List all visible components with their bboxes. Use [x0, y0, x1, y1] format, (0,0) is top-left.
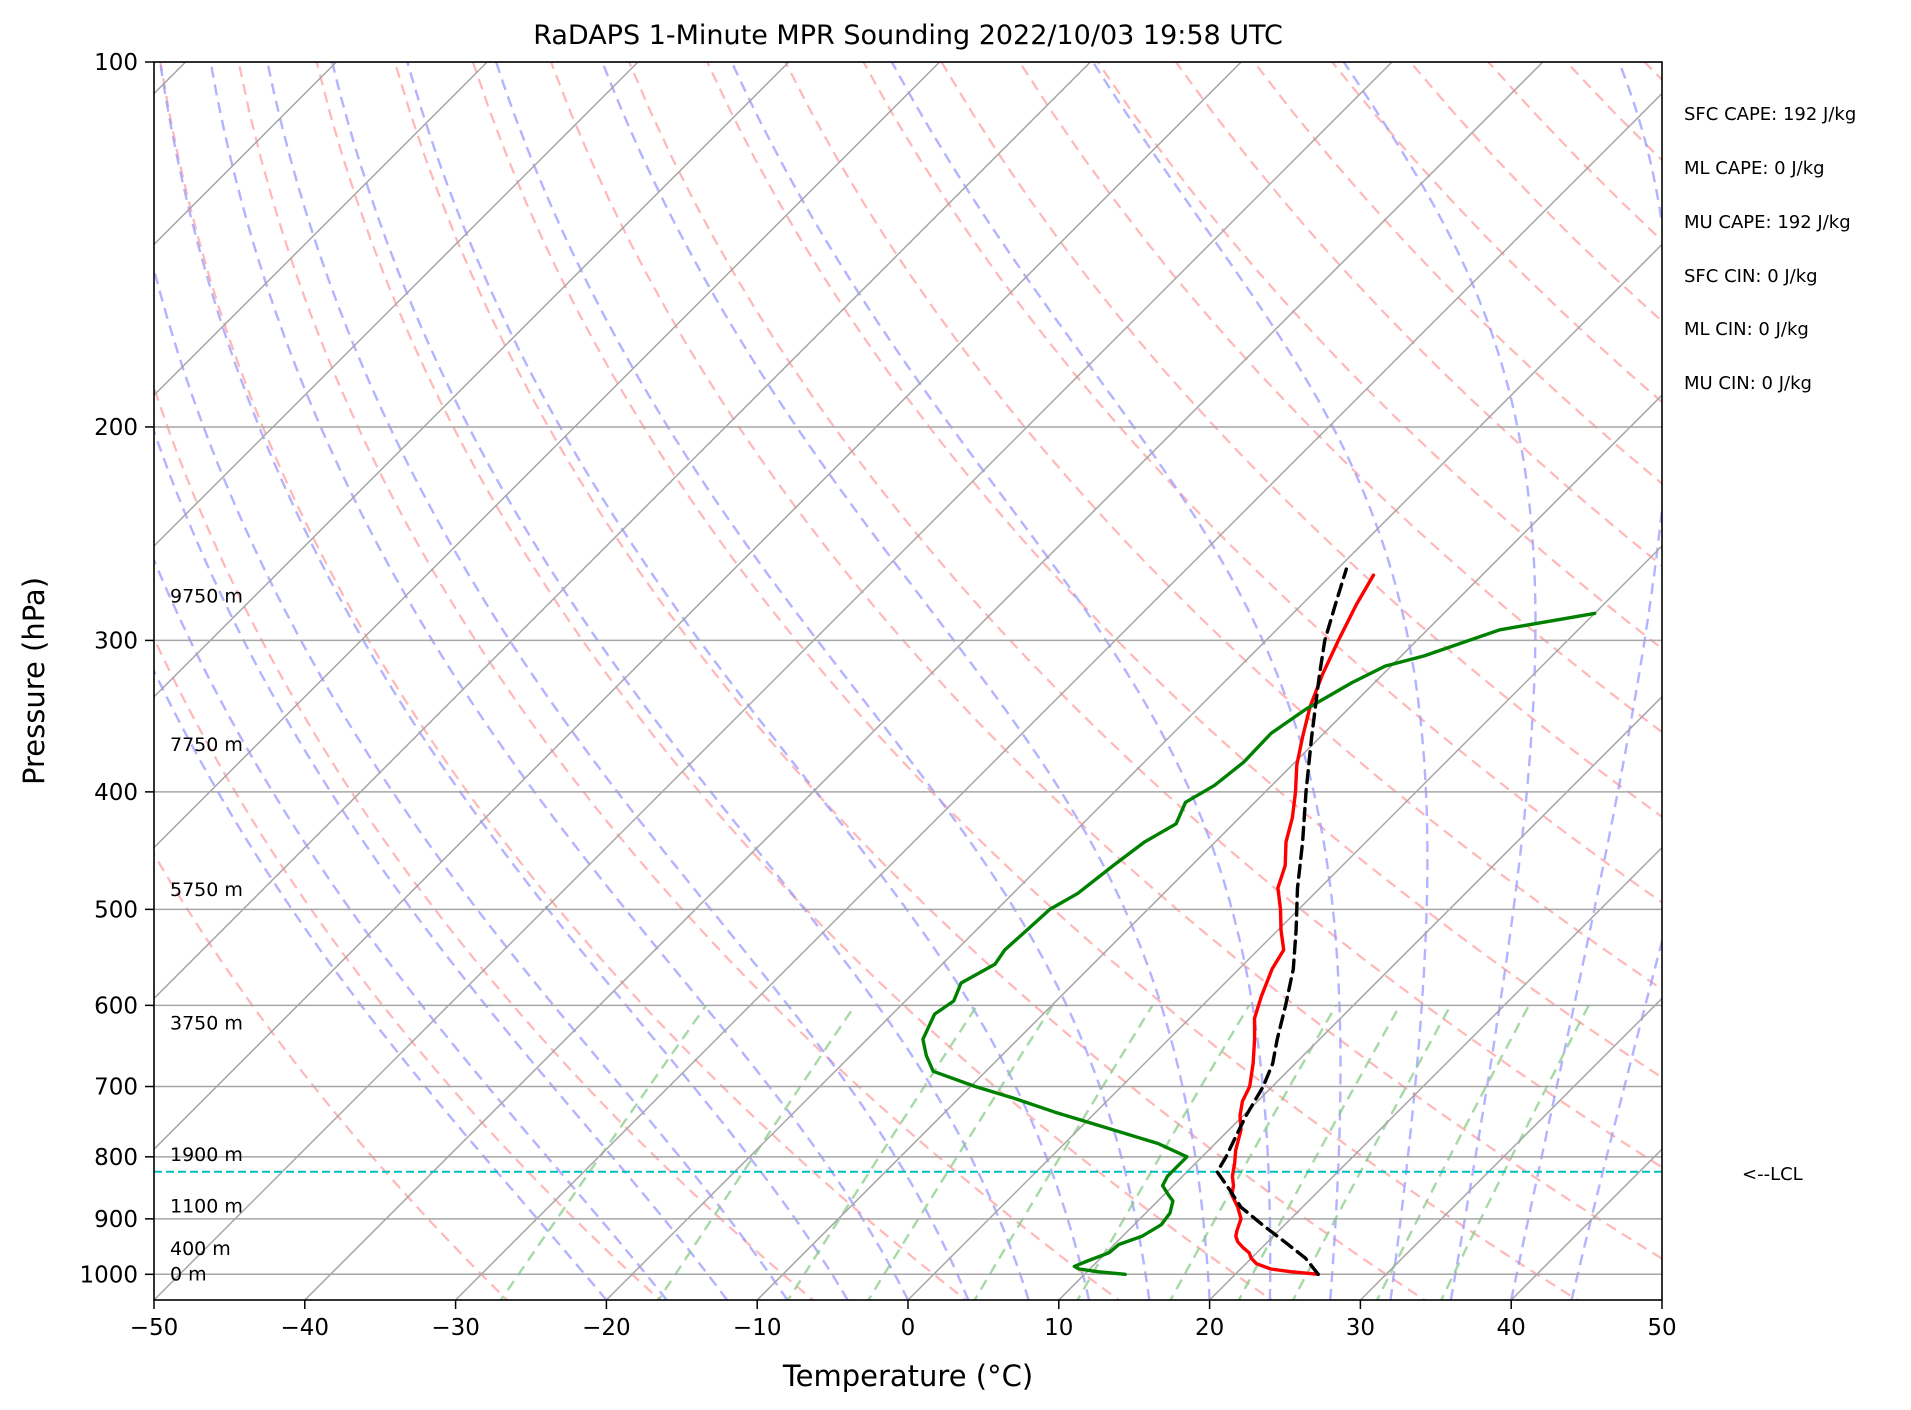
height-label: 1100 m — [170, 1195, 243, 1217]
stat-sfc-cape: SFC CAPE: 192 J/kg — [1684, 104, 1856, 125]
y-axis-label: Pressure (hPa) — [17, 577, 51, 785]
y-tick-label: 500 — [94, 897, 138, 923]
x-axis-label: Temperature (°C) — [782, 1359, 1033, 1393]
chart-title: RaDAPS 1-Minute MPR Sounding 2022/10/03 … — [533, 20, 1283, 51]
stat-ml-cin: ML CIN: 0 J/kg — [1684, 319, 1809, 340]
x-tick-label: 10 — [1044, 1315, 1073, 1341]
x-tick-label: −30 — [431, 1315, 480, 1341]
x-tick-label: 40 — [1497, 1315, 1526, 1341]
stat-sfc-cin: SFC CIN: 0 J/kg — [1684, 266, 1818, 287]
height-label: 0 m — [170, 1263, 207, 1285]
y-tick-label: 900 — [94, 1207, 138, 1233]
height-label: 7750 m — [170, 734, 243, 756]
y-tick-label: 200 — [94, 415, 138, 441]
y-tick-label: 700 — [94, 1075, 138, 1101]
y-tick-label: 400 — [94, 780, 138, 806]
height-label: 1900 m — [170, 1144, 243, 1166]
height-label: 9750 m — [170, 586, 243, 608]
y-tick-label: 300 — [94, 628, 138, 654]
x-tick-label: −40 — [281, 1315, 330, 1341]
lcl-label: <--LCL — [1742, 1164, 1803, 1185]
stat-ml-cape: ML CAPE: 0 J/kg — [1684, 158, 1825, 179]
height-label: 3750 m — [170, 1012, 243, 1034]
height-label: 5750 m — [170, 879, 243, 901]
y-tick-label: 100 — [94, 50, 138, 76]
x-tick-label: 30 — [1346, 1315, 1375, 1341]
x-tick-label: 50 — [1647, 1315, 1676, 1341]
y-tick-label: 1000 — [79, 1262, 138, 1288]
x-tick-label: 20 — [1195, 1315, 1224, 1341]
height-label: 400 m — [170, 1238, 231, 1260]
stat-mu-cape: MU CAPE: 192 J/kg — [1684, 212, 1851, 233]
x-tick-label: −50 — [130, 1315, 179, 1341]
y-tick-label: 800 — [94, 1145, 138, 1171]
stat-mu-cin: MU CIN: 0 J/kg — [1684, 373, 1812, 394]
x-tick-label: 0 — [901, 1315, 916, 1341]
x-tick-label: −10 — [733, 1315, 782, 1341]
y-tick-label: 600 — [94, 993, 138, 1019]
x-tick-label: −20 — [582, 1315, 631, 1341]
